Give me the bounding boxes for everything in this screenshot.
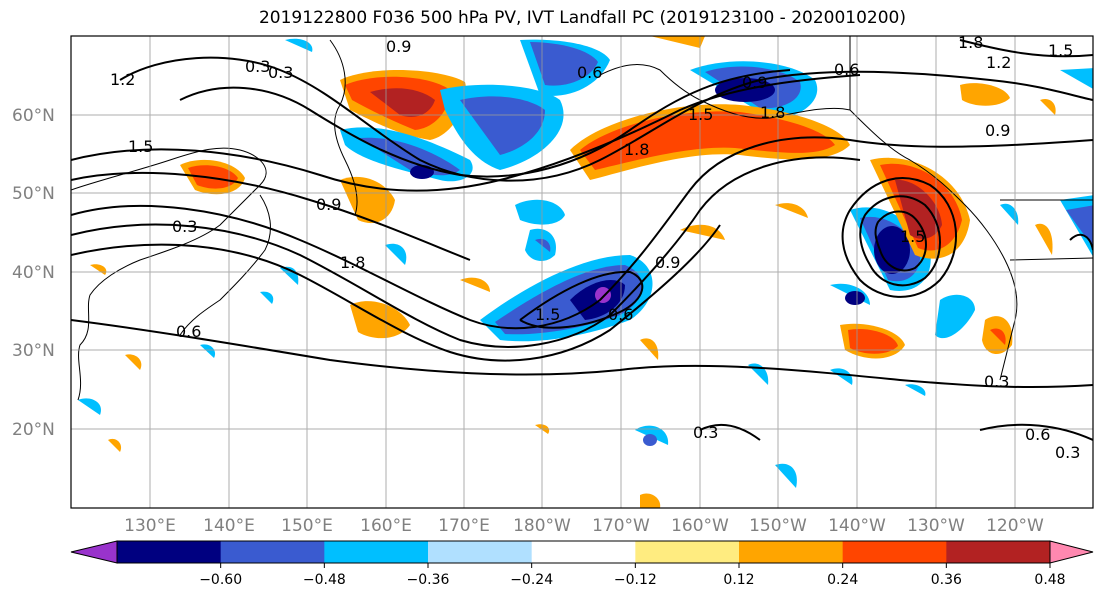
contour-labels: 0.9 1.2 1.5 0.3 0.6 0.9 1.8 1.5 1.2 0.6 … bbox=[110, 33, 1080, 462]
latitude-labels: 60°N 50°N 40°N 30°N 20°N bbox=[12, 106, 55, 440]
colorbar-segment bbox=[635, 541, 740, 563]
contour-label: 1.2 bbox=[986, 53, 1011, 72]
lon-label: 170°W bbox=[592, 516, 650, 536]
contour-label: 1.5 bbox=[688, 105, 713, 124]
contour-label: 1.8 bbox=[958, 33, 983, 52]
gridlines bbox=[71, 36, 1093, 508]
lon-label: 120°W bbox=[986, 516, 1044, 536]
colorbar-extend-low bbox=[70, 540, 118, 564]
contour-label: 0.6 bbox=[176, 322, 201, 341]
contour-label: 0.3 bbox=[268, 63, 293, 82]
colorbar: −0.60 −0.48 −0.36 −0.24 −0.12 0.12 0.24 0.36 0.4… bbox=[70, 540, 1094, 588]
colorbar-segment bbox=[324, 541, 429, 563]
contour-label: 0.6 bbox=[608, 305, 633, 324]
ivt-contours bbox=[71, 39, 1093, 441]
lon-label: 180°W bbox=[513, 516, 571, 536]
lon-label: 170°E bbox=[438, 516, 490, 536]
contour-label: 0.9 bbox=[655, 253, 680, 272]
lat-label: 30°N bbox=[12, 341, 55, 361]
colorbar-label: 0.12 bbox=[723, 572, 754, 588]
contour-label: 0.3 bbox=[693, 423, 718, 442]
contour-label: 1.5 bbox=[535, 305, 560, 324]
lon-label: 130°E bbox=[124, 516, 176, 536]
contour-label: 0.3 bbox=[1055, 443, 1080, 462]
lon-label: 150°W bbox=[749, 516, 807, 536]
lon-label: 140°E bbox=[203, 516, 255, 536]
contour-label: 0.6 bbox=[1025, 425, 1050, 444]
contour-label: 1.8 bbox=[760, 103, 785, 122]
colorbar-label: 0.24 bbox=[827, 572, 858, 588]
colorbar-outline bbox=[116, 540, 1051, 564]
contour-label: 0.9 bbox=[742, 73, 767, 92]
lon-label: 130°W bbox=[907, 516, 965, 536]
contour-label: 0.9 bbox=[316, 195, 341, 214]
contour-label: 0.3 bbox=[172, 217, 197, 236]
contour-label: 1.5 bbox=[1048, 41, 1073, 60]
colorbar-segment bbox=[946, 541, 1051, 563]
lat-label: 20°N bbox=[12, 420, 55, 440]
colorbar-label: −0.60 bbox=[199, 572, 242, 588]
contour-label: 0.9 bbox=[386, 37, 411, 56]
map-frame bbox=[70, 35, 1094, 509]
contour-label: 1.2 bbox=[110, 70, 135, 89]
colorbar-label: 0.48 bbox=[1034, 572, 1065, 588]
colorbar-label: −0.48 bbox=[303, 572, 346, 588]
contour-label: 0.6 bbox=[834, 60, 859, 79]
lon-label: 160°E bbox=[360, 516, 412, 536]
colorbar-segment bbox=[428, 541, 533, 563]
contour-label: 1.8 bbox=[340, 253, 365, 272]
lon-label: 140°W bbox=[828, 516, 886, 536]
colorbar-label: −0.24 bbox=[510, 572, 553, 588]
contour-label: 0.3 bbox=[984, 372, 1009, 391]
contour-label: 0.9 bbox=[985, 121, 1010, 140]
lat-label: 40°N bbox=[12, 263, 55, 283]
colorbar-label: −0.12 bbox=[614, 572, 657, 588]
colorbar-label: 0.36 bbox=[931, 572, 962, 588]
contour-label: 1.8 bbox=[624, 140, 649, 159]
longitude-labels: 130°E 140°E 150°E 160°E 170°E 180°W 170°… bbox=[124, 516, 1044, 536]
contour-label: 1.5 bbox=[128, 137, 153, 156]
lon-label: 150°E bbox=[281, 516, 333, 536]
colorbar-extend-high bbox=[1049, 540, 1094, 564]
colorbar-segment bbox=[117, 541, 222, 563]
lat-label: 60°N bbox=[12, 106, 55, 126]
contour-label: 0.6 bbox=[577, 63, 602, 82]
colorbar-segment bbox=[220, 541, 325, 563]
contour-label: 1.5 bbox=[900, 227, 925, 246]
colorbar-segment bbox=[842, 541, 947, 563]
colorbar-label: −0.36 bbox=[407, 572, 450, 588]
contour-label: 0.3 bbox=[245, 57, 270, 76]
colorbar-segment bbox=[531, 541, 636, 563]
colorbar-segment bbox=[739, 541, 844, 563]
lon-label: 160°W bbox=[671, 516, 729, 536]
map-title: 2019122800 F036 500 hPa PV, IVT Landfall… bbox=[258, 8, 906, 28]
lat-label: 50°N bbox=[12, 184, 55, 204]
